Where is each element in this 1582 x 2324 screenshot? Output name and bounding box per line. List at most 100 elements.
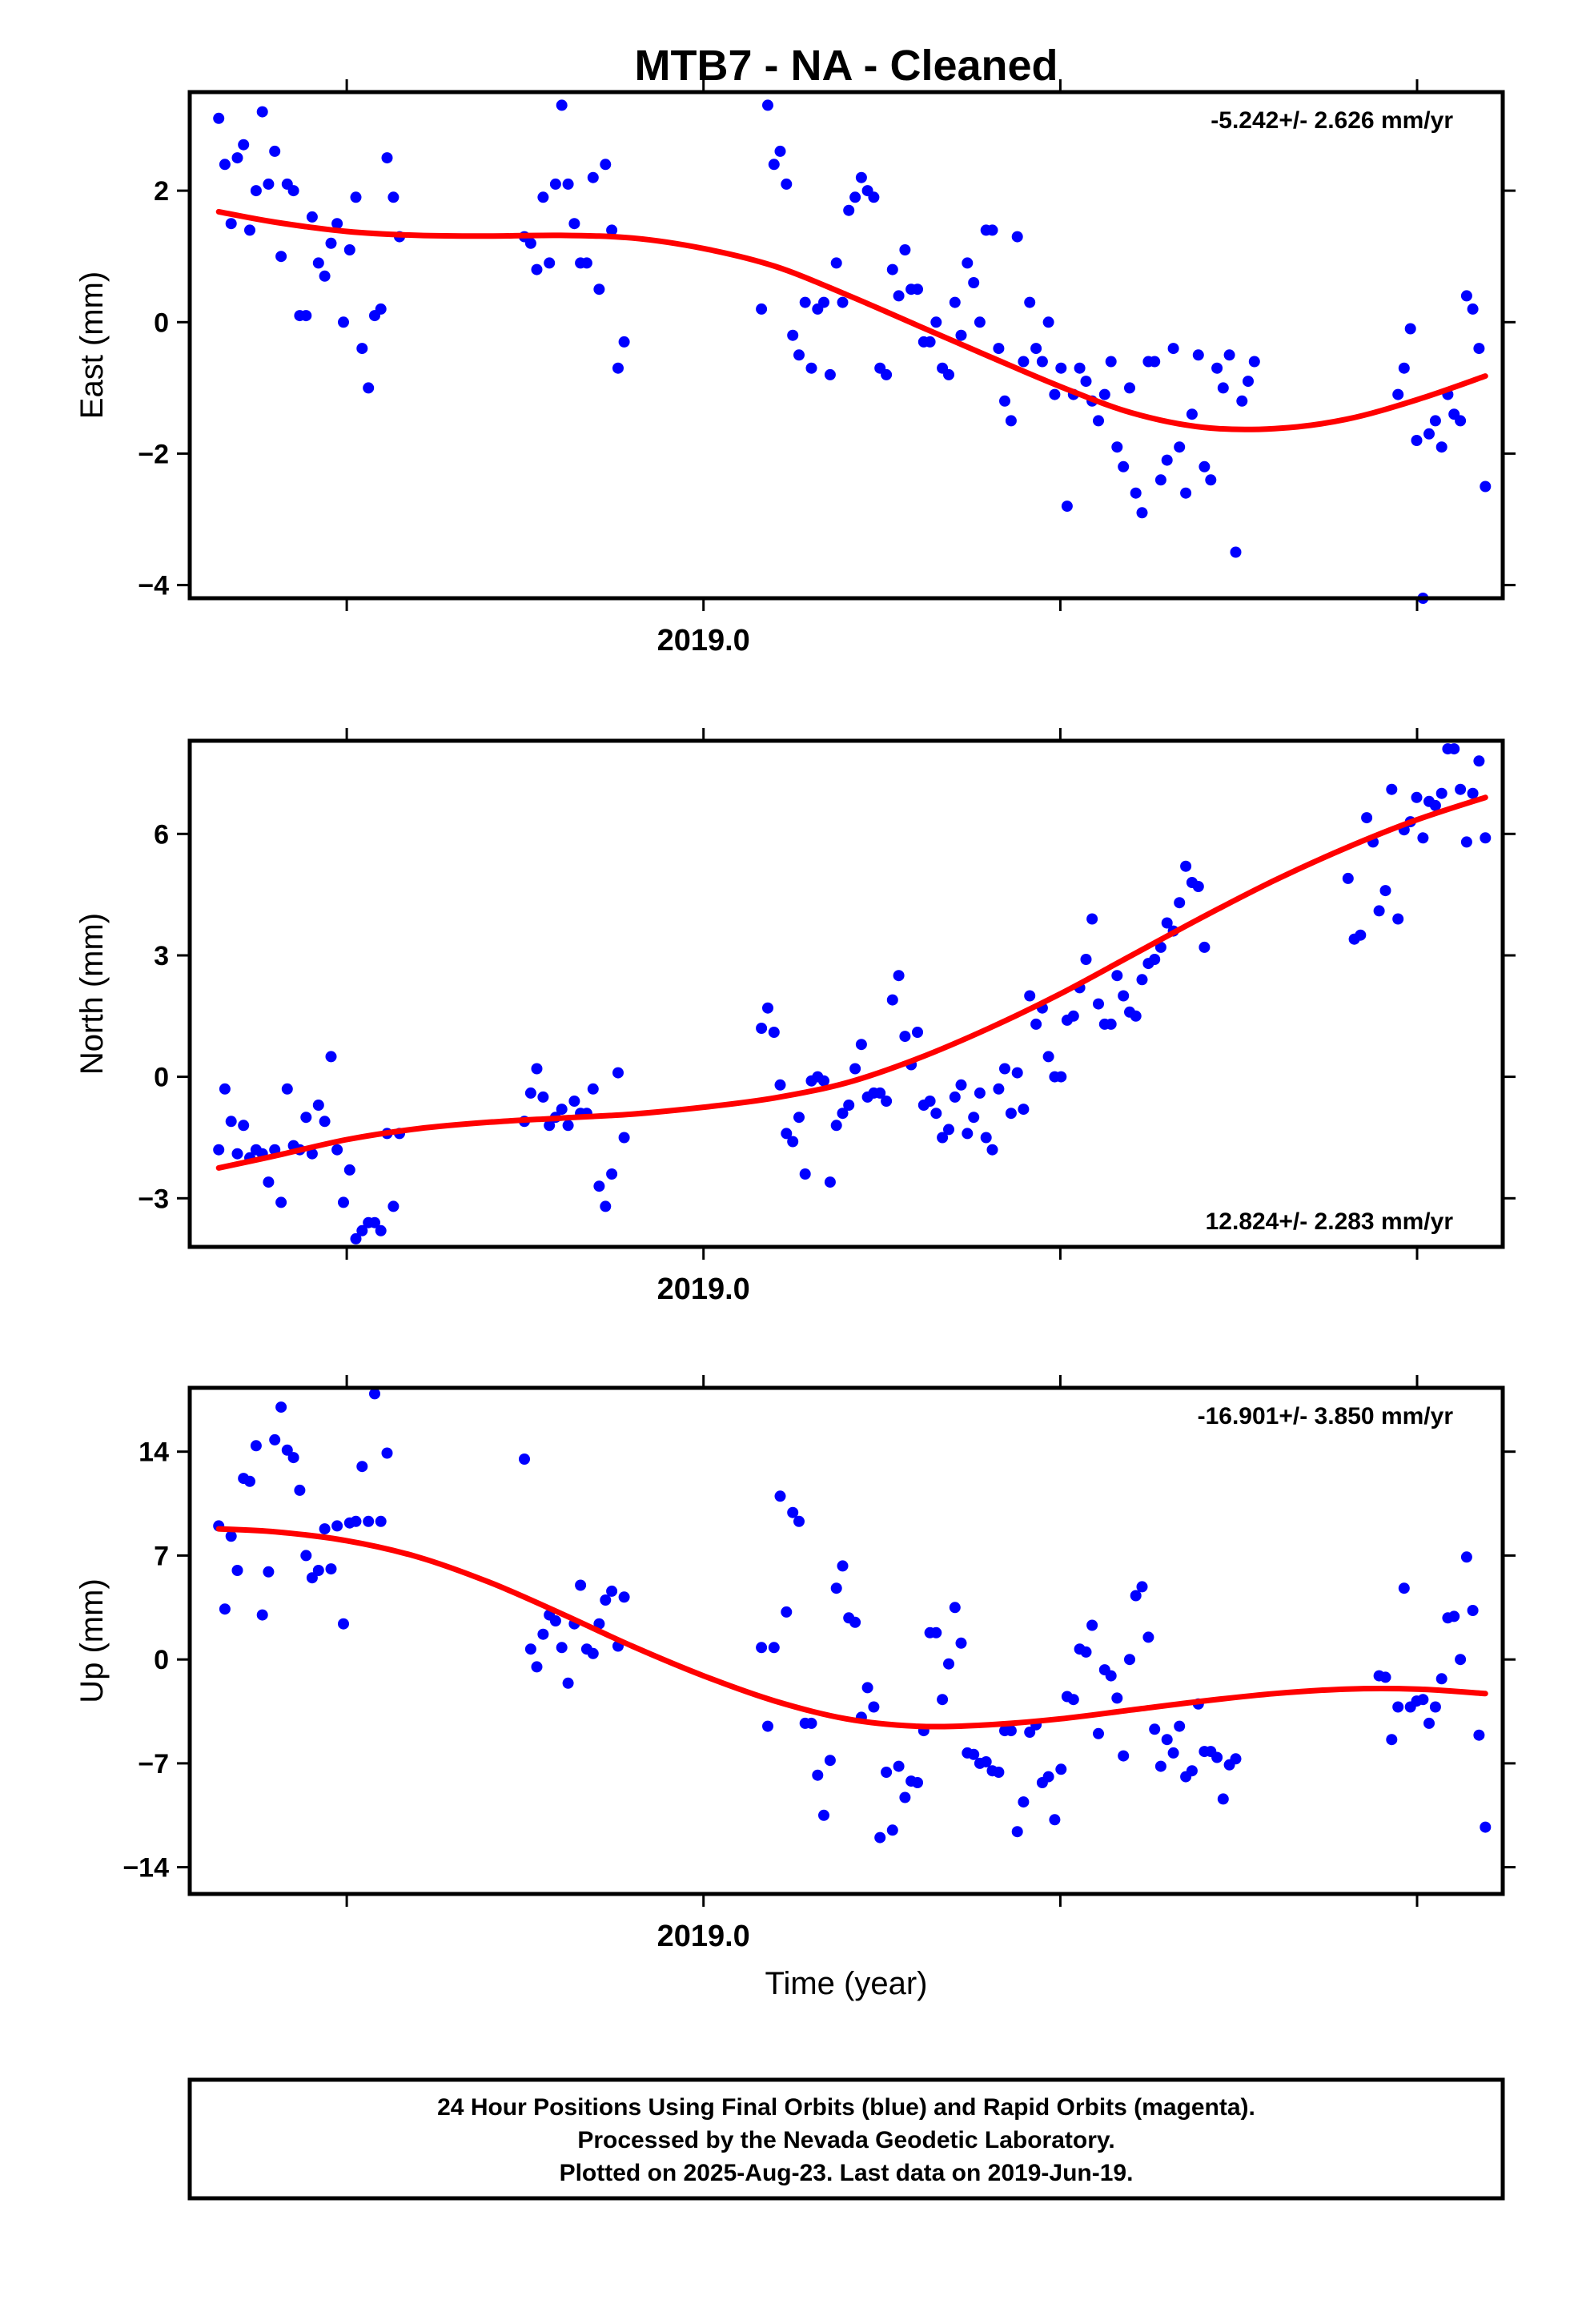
panel-up: 2019.0 −14 −7 0 7 14 Up (mm) -16.901+/- 3.850 m… (74, 1375, 1516, 1953)
data-point (325, 237, 337, 249)
data-point (899, 244, 911, 255)
data-point (843, 1100, 855, 1111)
data-point (350, 1515, 362, 1527)
data-point (219, 159, 231, 171)
plot-frame (187, 738, 1505, 1249)
data-point (818, 1075, 829, 1087)
data-point (306, 1148, 318, 1160)
data-point (1149, 356, 1161, 368)
data-point (1455, 1654, 1467, 1666)
data-point (1042, 1051, 1054, 1063)
data-point (980, 1132, 992, 1144)
data-point (1460, 290, 1472, 302)
data-point (1398, 362, 1410, 374)
data-point (818, 296, 829, 308)
data-point (369, 1216, 380, 1228)
data-point (955, 1079, 967, 1091)
data-point (1118, 990, 1130, 1002)
data-point (881, 1767, 893, 1778)
data-point (793, 349, 805, 361)
data-point (556, 99, 568, 111)
data-point (1243, 376, 1254, 388)
data-point (930, 316, 942, 328)
data-point (225, 1530, 237, 1542)
data-point (331, 1144, 343, 1156)
data-point (1167, 343, 1179, 355)
y-axis-label: North (mm) (74, 913, 110, 1075)
data-point (544, 257, 556, 269)
data-point (756, 303, 768, 315)
data-point (1435, 441, 1447, 453)
data-point (874, 1087, 886, 1099)
data-point (993, 343, 1005, 355)
data-point (1093, 998, 1104, 1010)
data-point (238, 139, 250, 151)
data-point (1055, 1763, 1067, 1775)
data-point (325, 1051, 337, 1063)
data-point (618, 1591, 630, 1603)
data-point (1011, 231, 1023, 243)
data-point (1011, 1826, 1023, 1838)
data-points (213, 99, 1492, 604)
data-point (787, 329, 799, 341)
data-point (968, 1112, 980, 1124)
data-point (1217, 382, 1229, 394)
data-point (1417, 832, 1429, 844)
caption-line-3: Plotted on 2025-Aug-23. Last data on 201… (560, 2160, 1134, 2186)
data-point (356, 1224, 368, 1236)
data-point (1186, 408, 1198, 420)
data-point (1042, 1771, 1054, 1783)
data-point (912, 1027, 923, 1038)
data-point (824, 1176, 836, 1188)
data-point (787, 1506, 799, 1518)
data-point (1098, 388, 1110, 400)
data-point (993, 1767, 1005, 1778)
data-point (868, 191, 880, 203)
data-point (556, 1104, 568, 1116)
data-point (912, 283, 923, 296)
data-point (1105, 1018, 1117, 1030)
data-point (762, 99, 773, 111)
data-point (943, 1124, 954, 1136)
data-point (375, 303, 387, 315)
fit-curve (215, 1526, 1488, 1730)
data-point (263, 178, 275, 190)
data-point (805, 362, 817, 374)
data-point (886, 994, 898, 1006)
data-point (1067, 1010, 1079, 1022)
caption-line-2: Processed by the Nevada Geodetic Laborat… (577, 2127, 1114, 2153)
data-point (1386, 783, 1398, 795)
data-point (843, 204, 855, 216)
data-point (537, 1628, 549, 1640)
data-point (562, 1677, 574, 1689)
y-tick-label: −14 (122, 1853, 169, 1884)
data-point (830, 1582, 842, 1594)
data-point (1111, 970, 1123, 982)
data-point (1005, 1725, 1017, 1737)
data-point (606, 1168, 618, 1180)
data-point (837, 1560, 849, 1572)
data-point (787, 1136, 799, 1148)
data-point (793, 1515, 805, 1527)
data-point (1174, 897, 1186, 909)
data-point (1030, 1018, 1042, 1030)
data-point (568, 1096, 580, 1107)
data-point (618, 336, 630, 348)
data-point (824, 368, 836, 380)
data-point (1379, 885, 1391, 897)
data-point (893, 290, 905, 302)
data-point (1086, 913, 1098, 925)
data-point (899, 1031, 911, 1043)
data-point (1093, 1727, 1104, 1739)
data-point (1460, 1551, 1472, 1563)
data-point (231, 152, 243, 164)
data-point (1423, 428, 1435, 440)
data-point (1411, 435, 1423, 446)
data-point (281, 1083, 293, 1095)
data-point (306, 1572, 318, 1584)
data-point (356, 343, 368, 355)
data-point (1024, 296, 1036, 308)
data-point (250, 185, 262, 197)
data-point (1192, 349, 1204, 361)
